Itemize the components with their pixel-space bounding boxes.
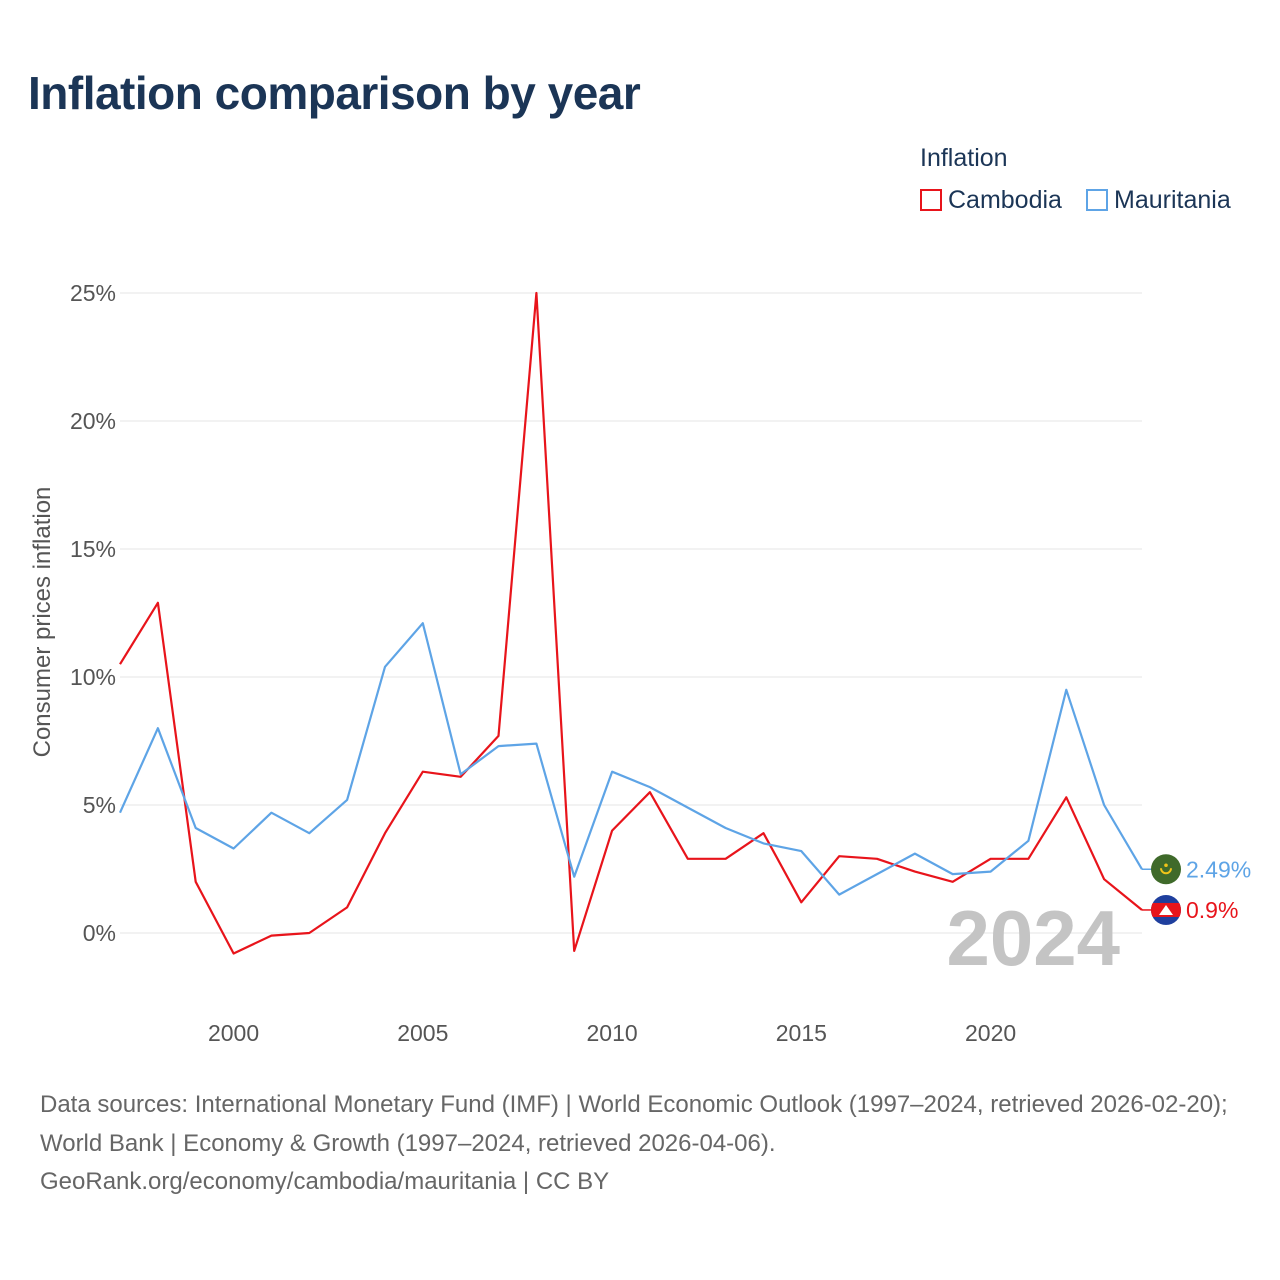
mauritania-flag-icon: [1151, 854, 1181, 885]
x-tick-label: 2005: [397, 1020, 448, 1046]
y-axis-label: Consumer prices inflation: [29, 487, 56, 758]
legend-item-mauritania[interactable]: Mauritania: [1086, 186, 1231, 214]
x-tick-label: 2010: [586, 1020, 637, 1046]
legend-label-cambodia: Cambodia: [948, 185, 1062, 214]
legend-title: Inflation: [920, 144, 1008, 172]
legend-item-cambodia[interactable]: Cambodia: [920, 186, 1062, 214]
y-tick-label: 20%: [70, 408, 116, 434]
x-tick-label: 2020: [965, 1020, 1016, 1046]
x-tick-label: 2015: [776, 1020, 827, 1046]
y-tick-label: 15%: [70, 536, 116, 562]
legend-label-mauritania: Mauritania: [1114, 185, 1231, 214]
y-tick-label: 10%: [70, 664, 116, 690]
y-tick-label: 5%: [83, 792, 116, 818]
legend-swatch-mauritania: [1086, 189, 1108, 211]
year-watermark: 2024: [946, 894, 1120, 982]
line-chart: 2024 0% 5% 10% 15% 20% 25% 2000 2005 2010 2015 20…: [29, 280, 1251, 1046]
source-line-1: Data sources: International Monetary Fun…: [40, 1091, 1228, 1157]
x-tick-label: 2000: [208, 1020, 259, 1046]
legend-swatch-cambodia: [920, 189, 942, 211]
end-value-label-cambodia: 0.9%: [1186, 897, 1238, 923]
data-source-note: Data sources: International Monetary Fun…: [40, 1086, 1250, 1202]
y-tick-label: 0%: [83, 920, 116, 946]
source-line-2: GeoRank.org/economy/cambodia/mauritania …: [40, 1168, 610, 1195]
y-tick-label: 25%: [70, 280, 116, 306]
cambodia-flag-icon: [1151, 894, 1181, 925]
end-value-label-mauritania: 2.49%: [1186, 856, 1251, 882]
series-line-cambodia: [119, 291, 1143, 955]
series-line-mauritania: [118, 622, 1143, 896]
chart-title: Inflation comparison by year: [28, 67, 641, 119]
